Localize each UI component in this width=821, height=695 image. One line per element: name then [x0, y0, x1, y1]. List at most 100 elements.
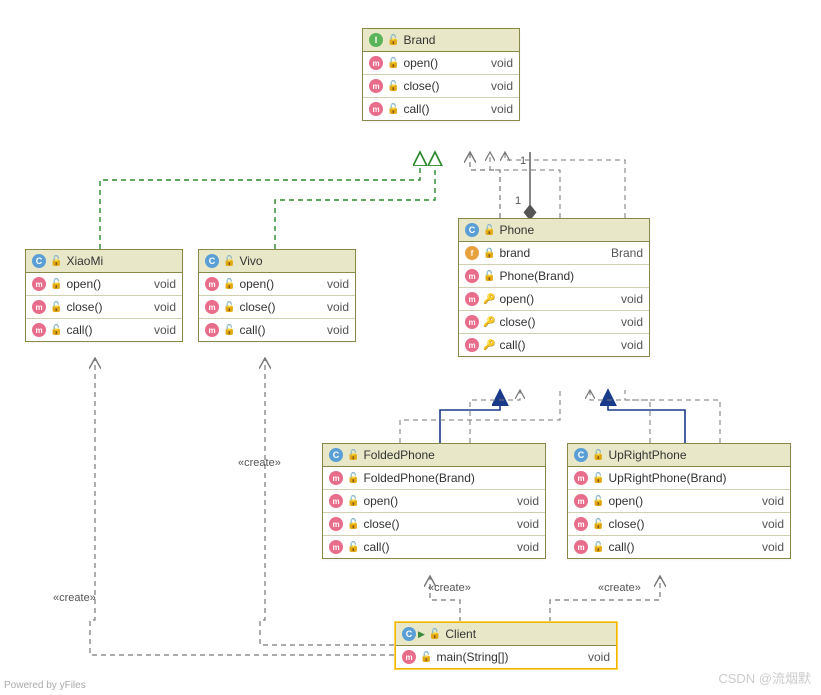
- method-icon: m: [465, 315, 479, 329]
- interface-icon: I: [369, 33, 383, 47]
- run-icon: ▶: [418, 629, 425, 640]
- method-icon: m: [465, 338, 479, 352]
- lock-icon: 🔓: [223, 325, 235, 336]
- folded-header: C 🔓 FoldedPhone: [323, 444, 545, 467]
- lock-icon: 🔓: [592, 519, 604, 530]
- class-icon: C: [32, 254, 46, 268]
- uml-class-xiaomi: C 🔓 XiaoMi m🔓open()void m🔓close()void m🔓…: [25, 249, 183, 342]
- method-type: void: [327, 300, 349, 314]
- class-icon: C: [205, 254, 219, 268]
- method-icon: m: [32, 323, 46, 337]
- method-type: void: [517, 540, 539, 554]
- method-name: close(): [239, 300, 323, 314]
- lock-icon: 🔓: [50, 302, 62, 313]
- method-name: open(): [363, 494, 513, 508]
- lock-icon: 🔓: [347, 519, 359, 530]
- lock-icon: 🔓: [347, 542, 359, 553]
- method-icon: m: [369, 79, 383, 93]
- uml-class-phone: C 🔓 Phone f🔒brandBrand m🔓Phone(Brand) m🔑…: [458, 218, 650, 357]
- lock-icon: 🔓: [347, 450, 359, 461]
- key-icon: 🔑: [483, 317, 495, 328]
- method-name: call(): [403, 102, 487, 116]
- method-row: m🔓main(String[])void: [396, 646, 616, 668]
- method-name: call(): [499, 338, 617, 352]
- class-icon: C: [465, 223, 479, 237]
- method-name: open(): [239, 277, 323, 291]
- class-icon: C: [574, 448, 588, 462]
- lock-icon: 🔓: [483, 225, 495, 236]
- vivo-header: C 🔓 Vivo: [199, 250, 355, 273]
- method-type: void: [154, 300, 176, 314]
- method-row: m🔓open()void: [363, 52, 519, 75]
- method-row: m🔑open()void: [459, 288, 649, 311]
- lock-icon: 🔓: [592, 496, 604, 507]
- method-name: Phone(Brand): [499, 269, 639, 283]
- method-icon: m: [402, 650, 416, 664]
- lock-icon: 🔓: [592, 542, 604, 553]
- method-type: void: [327, 323, 349, 337]
- method-name: close(): [403, 79, 487, 93]
- method-icon: m: [205, 277, 219, 291]
- method-type: void: [762, 540, 784, 554]
- client-header: C▶ 🔓 Client: [396, 623, 616, 646]
- footer-text: Powered by yFiles: [4, 680, 86, 691]
- method-row: m🔓UpRightPhone(Brand): [568, 467, 790, 490]
- method-type: void: [154, 277, 176, 291]
- method-icon: m: [574, 494, 588, 508]
- method-row: m🔓Phone(Brand): [459, 265, 649, 288]
- uml-class-foldedphone: C 🔓 FoldedPhone m🔓FoldedPhone(Brand) m🔓o…: [322, 443, 546, 559]
- method-type: void: [154, 323, 176, 337]
- method-icon: m: [369, 102, 383, 116]
- uml-class-vivo: C 🔓 Vivo m🔓open()void m 🔓 close() void m🔓ca…: [198, 249, 356, 342]
- method-row: m🔑call()void: [459, 334, 649, 356]
- lock-icon: 🔓: [483, 271, 495, 282]
- folded-title: FoldedPhone: [363, 448, 434, 462]
- label-mult-1b: 1: [515, 195, 521, 207]
- brand-header: I 🔓 Brand: [363, 29, 519, 52]
- uml-interface-brand: I 🔓 Brand m🔓open()void m🔓close()void m🔓c…: [362, 28, 520, 121]
- method-name: close(): [608, 517, 758, 531]
- method-icon: m: [369, 56, 383, 70]
- brand-title: Brand: [403, 33, 435, 47]
- method-icon: m: [329, 540, 343, 554]
- class-icon: C: [402, 627, 416, 641]
- lock-icon: 🔓: [387, 58, 399, 69]
- watermark-text: CSDN @流烟默: [718, 668, 811, 687]
- label-create-upright: «create»: [598, 582, 641, 594]
- method-icon: m: [32, 300, 46, 314]
- method-icon: m: [574, 540, 588, 554]
- method-row: m🔓open()void: [199, 273, 355, 296]
- method-type: void: [621, 292, 643, 306]
- label-create-xiaomi: «create»: [53, 592, 96, 604]
- method-type: void: [491, 102, 513, 116]
- xiaomi-header: C 🔓 XiaoMi: [26, 250, 182, 273]
- vivo-title: Vivo: [239, 254, 262, 268]
- lock-icon: 🔓: [50, 325, 62, 336]
- lock-icon: 🔓: [387, 104, 399, 115]
- method-name: close(): [363, 517, 513, 531]
- method-name: call(): [66, 323, 150, 337]
- method-row: m🔓open()void: [323, 490, 545, 513]
- method-name: close(): [66, 300, 150, 314]
- lock-icon: 🔓: [429, 629, 441, 640]
- method-icon: m: [329, 494, 343, 508]
- method-row: m🔓close()void: [323, 513, 545, 536]
- class-icon: C: [329, 448, 343, 462]
- method-row: m🔓call()void: [199, 319, 355, 341]
- method-icon: m: [32, 277, 46, 291]
- field-icon: f: [465, 246, 479, 260]
- method-name: close(): [499, 315, 617, 329]
- method-row: m 🔓 open() void: [568, 490, 790, 513]
- method-row: m🔓call()void: [568, 536, 790, 558]
- method-type: void: [621, 338, 643, 352]
- method-row: m🔓open()void: [26, 273, 182, 296]
- method-type: void: [762, 494, 784, 508]
- method-row: m 🔓 call() void: [26, 319, 182, 341]
- lock-icon: 🔓: [592, 450, 604, 461]
- method-type: void: [588, 650, 610, 664]
- lock-icon: 🔓: [50, 279, 62, 290]
- method-name: open(): [608, 494, 758, 508]
- upright-title: UpRightPhone: [608, 448, 686, 462]
- method-name: open(): [499, 292, 617, 306]
- field-type: Brand: [611, 246, 643, 260]
